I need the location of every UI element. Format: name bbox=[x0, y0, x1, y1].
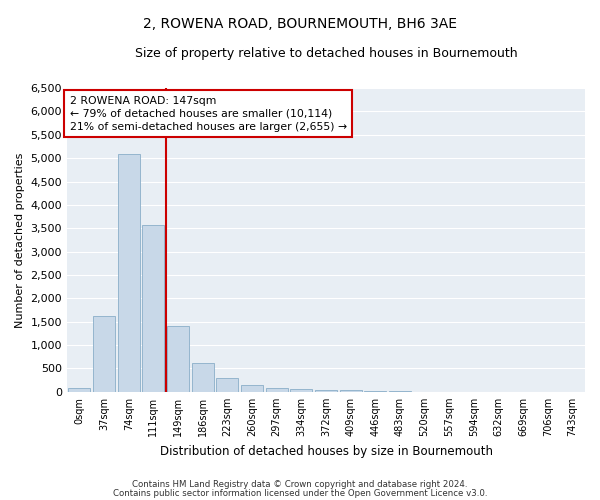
Bar bbox=[93, 316, 115, 392]
Bar bbox=[191, 363, 214, 392]
Text: 2 ROWENA ROAD: 147sqm
← 79% of detached houses are smaller (10,114)
21% of semi-: 2 ROWENA ROAD: 147sqm ← 79% of detached … bbox=[70, 96, 347, 132]
Bar bbox=[241, 386, 263, 392]
Y-axis label: Number of detached properties: Number of detached properties bbox=[15, 152, 25, 328]
Bar bbox=[216, 378, 238, 392]
Title: Size of property relative to detached houses in Bournemouth: Size of property relative to detached ho… bbox=[135, 48, 517, 60]
Bar bbox=[340, 390, 362, 392]
Bar bbox=[290, 390, 313, 392]
X-axis label: Distribution of detached houses by size in Bournemouth: Distribution of detached houses by size … bbox=[160, 444, 493, 458]
Bar bbox=[266, 388, 288, 392]
Bar bbox=[118, 154, 140, 392]
Bar bbox=[167, 326, 189, 392]
Text: Contains public sector information licensed under the Open Government Licence v3: Contains public sector information licen… bbox=[113, 488, 487, 498]
Bar bbox=[68, 388, 91, 392]
Text: 2, ROWENA ROAD, BOURNEMOUTH, BH6 3AE: 2, ROWENA ROAD, BOURNEMOUTH, BH6 3AE bbox=[143, 18, 457, 32]
Bar bbox=[142, 224, 164, 392]
Text: Contains HM Land Registry data © Crown copyright and database right 2024.: Contains HM Land Registry data © Crown c… bbox=[132, 480, 468, 489]
Bar bbox=[315, 390, 337, 392]
Bar bbox=[364, 391, 386, 392]
